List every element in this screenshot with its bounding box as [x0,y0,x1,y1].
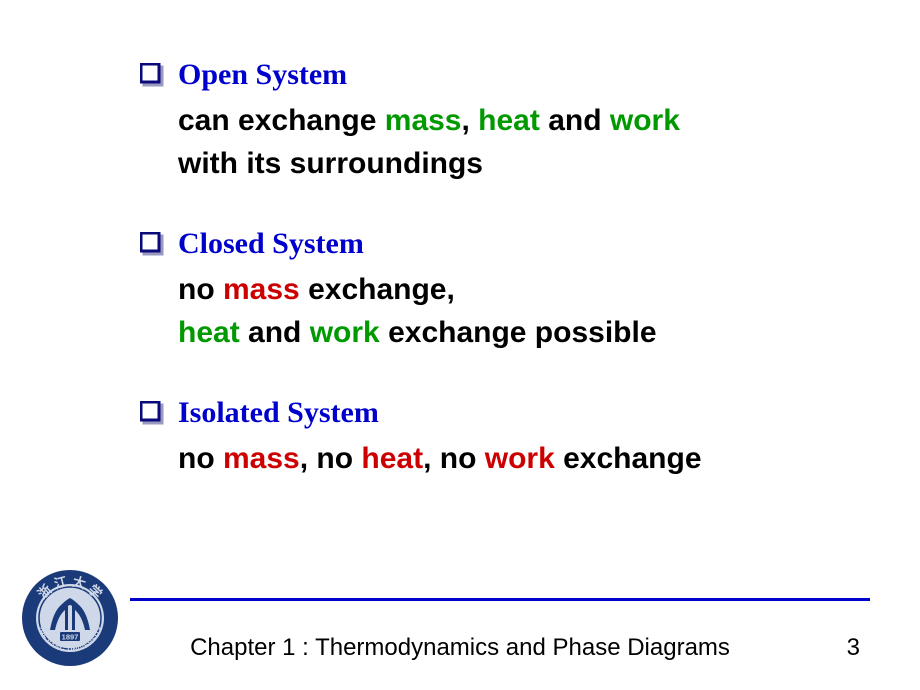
square-bullet-icon [140,232,164,256]
section-heading: Isolated System [178,396,379,430]
square-bullet-icon [140,401,164,425]
section-isolated-system: Isolated System no mass, no heat, no wor… [140,396,830,481]
body-line: no mass exchange, [178,269,830,312]
heading-row: Isolated System [140,396,830,430]
heading-row: Closed System [140,227,830,261]
body-line: can exchange mass, heat and work [178,100,830,143]
section-heading: Closed System [178,227,364,261]
square-bullet-icon [140,63,164,87]
body-line: no mass, no heat, no work exchange [178,438,830,481]
body-line: heat and work exchange possible [178,312,830,355]
body-line: with its surroundings [178,143,830,186]
chapter-title: Chapter 1 : Thermodynamics and Phase Dia… [0,634,920,662]
heading-row: Open System [140,58,830,92]
section-closed-system: Closed System no mass exchange, heat and… [140,227,830,354]
page-number: 3 [847,634,860,662]
slide-content: Open System can exchange mass, heat and … [0,0,920,481]
slide-footer: 浙 江 大 学 ZHEJIANG UNIVERSITY 1897 Chapter… [0,598,920,668]
footer-divider [130,598,870,601]
section-heading: Open System [178,58,347,92]
section-open-system: Open System can exchange mass, heat and … [140,58,830,185]
